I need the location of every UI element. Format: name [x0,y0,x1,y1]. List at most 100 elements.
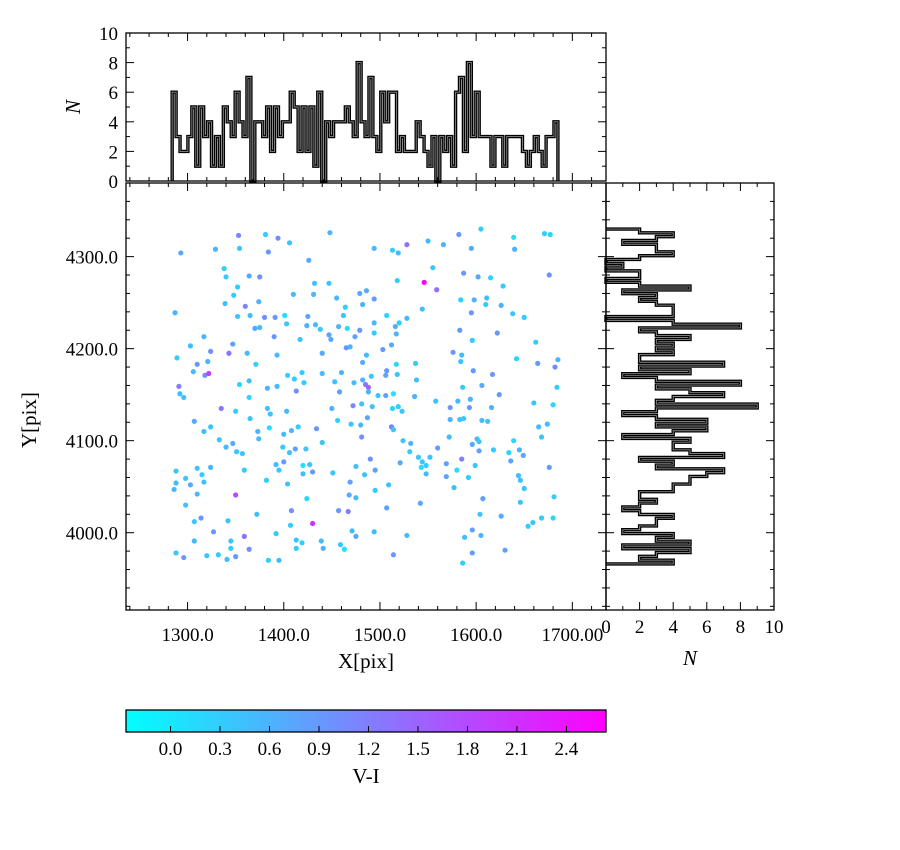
x-hist-bar [298,151,302,181]
x-hist-bar [330,137,334,181]
scatter-point [392,323,398,330]
scatter-point [191,418,197,424]
x-hist-bar [526,166,530,181]
x-hist-bar [180,151,184,181]
scatter-panel: 1300.0 1400.0 1500.0 1600.0 1700.00 4000.0 410… [66,182,607,646]
x-hist-bar [306,151,310,181]
scatter-point [246,394,252,401]
scatter-point [469,527,475,533]
x-hist-bar [515,137,519,181]
x-hist-bar [286,122,290,181]
y-hist-outline-inner [605,228,758,565]
scatter-point [254,511,260,517]
scatter-point [502,547,508,553]
scatter-point [484,295,490,301]
scatter-point [280,444,286,450]
scatter-point [319,350,325,356]
scatter-point [470,368,476,374]
scatter-point [498,513,504,519]
scatter-point [547,231,553,238]
scatter-point [361,472,368,478]
scatter-point [235,232,242,239]
scatter-point [252,325,258,332]
scatter-point [454,467,460,473]
scatter-point [443,461,449,467]
scatter-point [521,485,527,492]
y-hist-bar [606,435,623,439]
scatter-point [353,495,359,501]
scatter-point [359,434,365,440]
x-hist-bar [219,166,223,181]
x-hist-bar [271,151,275,181]
scatter-point [358,422,364,428]
scatter-point [236,381,243,388]
scatter-point [423,471,429,477]
y-hist-bar [606,518,656,522]
scatter-point [257,274,263,280]
colorbar: 0.0 0.3 0.6 0.9 1.2 1.5 1.8 2.1 2.4 [125,709,607,760]
scatter-point [515,473,522,479]
scatter-point [372,467,378,473]
scatter-point [465,474,472,481]
x-hist-bar [337,122,341,181]
scatter-point [223,444,229,450]
scatter-point [396,320,402,326]
x-hist-bar [483,137,487,181]
scatter-point [430,265,436,271]
scatter-point [400,438,406,444]
y-hist-bar [606,507,623,511]
x-tick-label: 1400.0 [258,625,310,646]
scatter-point [489,371,496,378]
scatter-point [421,279,427,285]
scatter-point [517,477,523,483]
scatter-point [510,311,516,317]
scatter-point [457,327,463,333]
scatter-point [552,364,558,370]
scatter-point [264,385,271,391]
scatter-point [372,487,378,493]
scatter-point [458,297,464,303]
scatter-point [375,392,381,399]
y-hist-bar [606,355,640,359]
scatter-point [433,398,439,404]
scatter-point [234,449,240,455]
scatter-point [469,550,475,556]
scatter-point [340,312,346,319]
scatter-point [386,482,392,488]
scatter-point [440,242,447,248]
scatter-point [330,470,336,476]
scatter-point [417,500,423,506]
scatter-point [191,538,197,544]
scatter-point [244,350,250,356]
hist-x-tick-label: 4 [668,617,678,638]
scatter-point [199,472,205,478]
scatter-point [297,336,303,343]
x-hist-bar [404,151,408,181]
scatter-point [383,372,389,378]
scatter-point [476,438,482,445]
scatter-point [487,275,494,281]
scatter-point [187,482,194,488]
x-hist-bar [542,166,546,181]
scatter-point [228,538,234,544]
scatter-point [276,557,282,563]
scatter-point [273,461,279,468]
scatter-point [446,434,452,440]
scatter-point [230,341,236,347]
x-hist-bar [196,166,200,181]
scatter-point [274,383,280,389]
scatter-point [399,408,405,414]
scatter-point [216,437,222,443]
scatter-point [551,494,557,500]
scatter-point [460,384,466,390]
scatter-point [233,492,239,498]
y-hist-bar [606,457,640,461]
colorbar-tick-label: 1.5 [406,739,430,760]
hist-x-tick-label: 8 [736,617,746,638]
scatter-point [181,394,187,401]
scatter-point [550,515,556,521]
scatter-point [348,421,354,427]
scatter-point [202,372,208,378]
scatter-point [388,342,395,348]
scatter-point [326,280,332,286]
